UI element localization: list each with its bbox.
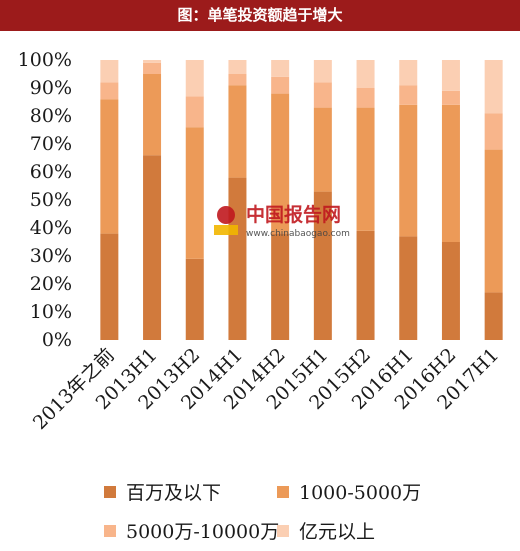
y-tick-label: 70%: [30, 133, 72, 155]
bar-segment-1: [228, 177, 247, 340]
bar-segment-1: [143, 155, 162, 340]
bar-segment-4: [271, 60, 290, 77]
legend-label: 亿元以上: [299, 521, 376, 543]
legend-item: 百万及以下: [104, 478, 221, 505]
bar-segment-1: [484, 292, 503, 340]
bar-segment-3: [441, 90, 460, 105]
bar-segment-3: [100, 82, 119, 100]
legend-label: 1000-5000万: [299, 482, 422, 504]
y-tick-label: 10%: [30, 301, 72, 323]
bar-segment-2: [228, 85, 247, 178]
bar-segment-1: [399, 236, 418, 340]
bar-segment-2: [143, 74, 162, 156]
bar-segment-1: [100, 233, 119, 340]
chart-title: 图：单笔投资额趋于增大: [0, 0, 520, 31]
legend-label: 百万及以下: [126, 482, 222, 504]
bar-segment-4: [313, 60, 332, 83]
bar-segment-2: [271, 93, 290, 234]
bar-segment-4: [399, 60, 418, 86]
bar-segment-3: [271, 76, 290, 94]
legend-swatch: [104, 485, 116, 498]
bar-segment-2: [313, 107, 332, 192]
bar-segment-3: [356, 88, 375, 108]
bar-segment-2: [441, 104, 460, 242]
bar-segment-2: [185, 127, 204, 259]
bar-segment-3: [313, 82, 332, 108]
bar-segment-4: [484, 60, 503, 114]
bar-segment-3: [185, 96, 204, 128]
bar-segment-1: [271, 233, 290, 340]
bar-segment-4: [441, 60, 460, 91]
legend-swatch: [104, 524, 116, 537]
bar-segment-4: [185, 60, 204, 97]
watermark-logo-icon: [214, 206, 238, 235]
bar-segment-2: [484, 149, 503, 293]
bar-segment-1: [313, 191, 332, 340]
y-tick-label: 30%: [30, 245, 72, 267]
bar-segment-4: [356, 60, 375, 88]
legend-swatch: [277, 485, 289, 498]
bar-segment-2: [356, 107, 375, 231]
y-axis: 0% 10% 20% 30% 40% 50% 60% 70% 80% 90% 100%: [18, 49, 72, 351]
bar-segment-1: [185, 258, 204, 340]
y-tick-label: 0%: [42, 329, 72, 351]
y-tick-label: 90%: [30, 77, 72, 99]
x-axis: 2013年之前2013H12013H22014H12014H22015H1201…: [29, 344, 503, 434]
legend-item: 亿元以上: [277, 517, 375, 544]
y-tick-label: 100%: [18, 49, 72, 71]
bar-segment-4: [143, 60, 162, 63]
bar-segment-4: [100, 60, 119, 83]
y-tick-label: 60%: [30, 161, 72, 183]
y-tick-label: 40%: [30, 217, 72, 239]
watermark-name: 中国报告网: [246, 203, 341, 226]
legend: 百万及以下 1000-5000万 5000万-10000万 亿元以上: [0, 470, 520, 551]
bar-segment-3: [484, 113, 503, 150]
stacked-bar-chart: 0% 10% 20% 30% 40% 50% 60% 70% 80% 90% 100% 2013年之…: [18, 49, 504, 434]
watermark: 中国报告网 www.chinabaogao.com: [214, 203, 350, 239]
legend-swatch: [277, 524, 289, 537]
watermark-url: www.chinabaogao.com: [246, 229, 350, 239]
legend-label: 5000万-10000万: [126, 521, 280, 543]
y-tick-label: 20%: [30, 273, 72, 295]
bar-segment-2: [399, 104, 418, 237]
bar-segment-1: [356, 230, 375, 340]
bar-segment-3: [399, 85, 418, 105]
legend-item: 5000万-10000万: [104, 517, 279, 544]
bar-segment-2: [100, 99, 119, 234]
bar-segment-3: [228, 74, 247, 86]
legend-item: 1000-5000万: [277, 478, 421, 505]
bars: [100, 60, 503, 340]
bar-segment-4: [228, 60, 247, 74]
y-tick-label: 80%: [30, 105, 72, 127]
bar-segment-1: [441, 242, 460, 340]
bar-segment-3: [143, 62, 162, 74]
y-tick-label: 50%: [30, 189, 72, 211]
